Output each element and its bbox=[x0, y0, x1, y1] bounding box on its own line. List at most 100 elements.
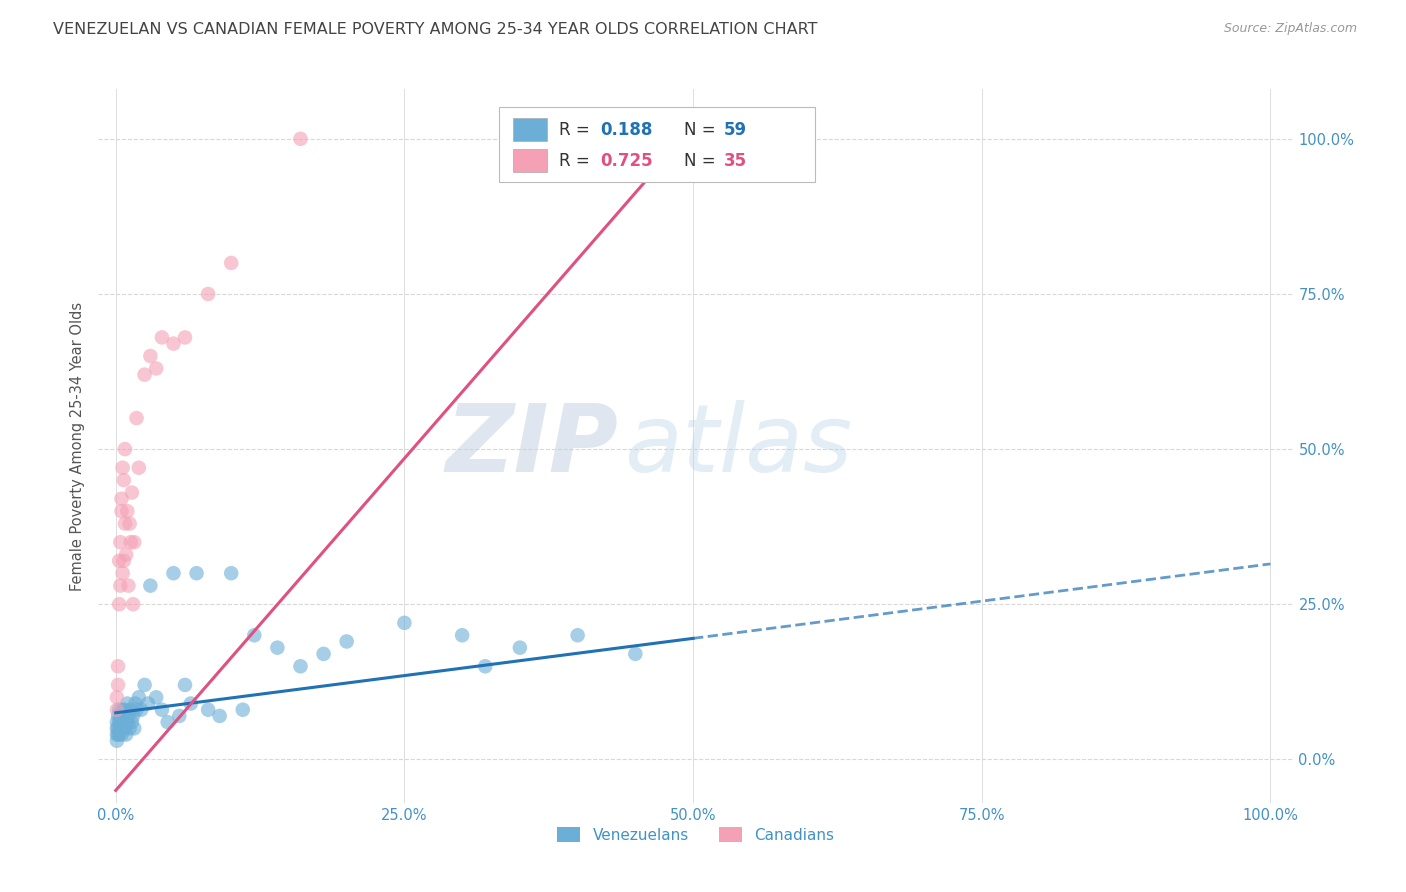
Text: 0.188: 0.188 bbox=[600, 121, 652, 139]
Point bbox=[117, 579, 139, 593]
Point bbox=[110, 504, 132, 518]
Point bbox=[105, 727, 128, 741]
Point bbox=[122, 535, 145, 549]
Point bbox=[186, 566, 208, 581]
Point bbox=[474, 659, 496, 673]
FancyBboxPatch shape bbox=[499, 107, 815, 182]
Point bbox=[107, 722, 129, 736]
Point bbox=[111, 722, 134, 736]
Legend: Venezuelans, Canadians: Venezuelans, Canadians bbox=[551, 821, 841, 848]
FancyBboxPatch shape bbox=[513, 149, 547, 172]
Point bbox=[117, 709, 139, 723]
Point bbox=[134, 368, 156, 382]
Text: 35: 35 bbox=[724, 152, 747, 169]
Point bbox=[290, 659, 312, 673]
Point bbox=[108, 703, 131, 717]
Point bbox=[114, 722, 136, 736]
Point bbox=[336, 634, 359, 648]
Point bbox=[110, 491, 132, 506]
Point bbox=[110, 715, 132, 730]
Text: 0.725: 0.725 bbox=[600, 152, 652, 169]
Point bbox=[108, 727, 131, 741]
Point bbox=[232, 703, 254, 717]
Text: atlas: atlas bbox=[624, 401, 852, 491]
Point bbox=[174, 330, 197, 344]
Point bbox=[208, 709, 231, 723]
Point bbox=[136, 697, 159, 711]
Point bbox=[122, 709, 145, 723]
Point bbox=[124, 697, 146, 711]
Point bbox=[105, 715, 128, 730]
Text: N =: N = bbox=[685, 152, 721, 169]
Point bbox=[122, 722, 145, 736]
Point bbox=[243, 628, 266, 642]
Point bbox=[162, 336, 184, 351]
Point bbox=[114, 516, 136, 531]
Point bbox=[145, 361, 167, 376]
Point bbox=[121, 715, 143, 730]
Text: R =: R = bbox=[558, 152, 595, 169]
Point bbox=[114, 703, 136, 717]
Point bbox=[115, 548, 138, 562]
Point bbox=[150, 330, 173, 344]
Point bbox=[108, 715, 131, 730]
Point bbox=[117, 697, 139, 711]
Point bbox=[145, 690, 167, 705]
Text: 59: 59 bbox=[724, 121, 747, 139]
Point bbox=[180, 697, 202, 711]
Point bbox=[312, 647, 335, 661]
Point bbox=[107, 727, 129, 741]
Point bbox=[107, 659, 129, 673]
Text: VENEZUELAN VS CANADIAN FEMALE POVERTY AMONG 25-34 YEAR OLDS CORRELATION CHART: VENEZUELAN VS CANADIAN FEMALE POVERTY AM… bbox=[53, 22, 818, 37]
FancyBboxPatch shape bbox=[513, 119, 547, 141]
Point bbox=[134, 678, 156, 692]
Point bbox=[105, 690, 128, 705]
Point bbox=[107, 678, 129, 692]
Point bbox=[125, 703, 148, 717]
Point bbox=[107, 709, 129, 723]
Point bbox=[112, 554, 135, 568]
Point bbox=[219, 256, 242, 270]
Point bbox=[167, 709, 190, 723]
Point bbox=[111, 703, 134, 717]
Point bbox=[156, 715, 179, 730]
Point bbox=[129, 703, 152, 717]
Point bbox=[117, 715, 139, 730]
Point bbox=[121, 485, 143, 500]
Point bbox=[110, 727, 132, 741]
Point bbox=[105, 722, 128, 736]
Point bbox=[105, 703, 128, 717]
Point bbox=[118, 722, 141, 736]
Point bbox=[197, 287, 219, 301]
Point bbox=[125, 411, 148, 425]
Point bbox=[118, 516, 141, 531]
Point bbox=[111, 566, 134, 581]
Point bbox=[139, 349, 162, 363]
Point bbox=[110, 535, 132, 549]
Point bbox=[110, 579, 132, 593]
Point bbox=[117, 504, 139, 518]
Point bbox=[110, 722, 132, 736]
Point bbox=[112, 709, 135, 723]
Point bbox=[290, 132, 312, 146]
Point bbox=[128, 690, 150, 705]
Point bbox=[110, 709, 132, 723]
Point bbox=[394, 615, 416, 630]
Point bbox=[108, 554, 131, 568]
Point bbox=[624, 647, 647, 661]
Point bbox=[509, 640, 531, 655]
Point bbox=[120, 703, 142, 717]
Point bbox=[567, 628, 589, 642]
Y-axis label: Female Poverty Among 25-34 Year Olds: Female Poverty Among 25-34 Year Olds bbox=[69, 301, 84, 591]
Point bbox=[219, 566, 242, 581]
Point bbox=[114, 442, 136, 456]
Point bbox=[105, 733, 128, 747]
Text: ZIP: ZIP bbox=[446, 400, 619, 492]
Point bbox=[451, 628, 474, 642]
Point bbox=[120, 535, 142, 549]
Point bbox=[162, 566, 184, 581]
Point bbox=[111, 460, 134, 475]
Point bbox=[128, 460, 150, 475]
Point bbox=[139, 579, 162, 593]
Point bbox=[112, 715, 135, 730]
